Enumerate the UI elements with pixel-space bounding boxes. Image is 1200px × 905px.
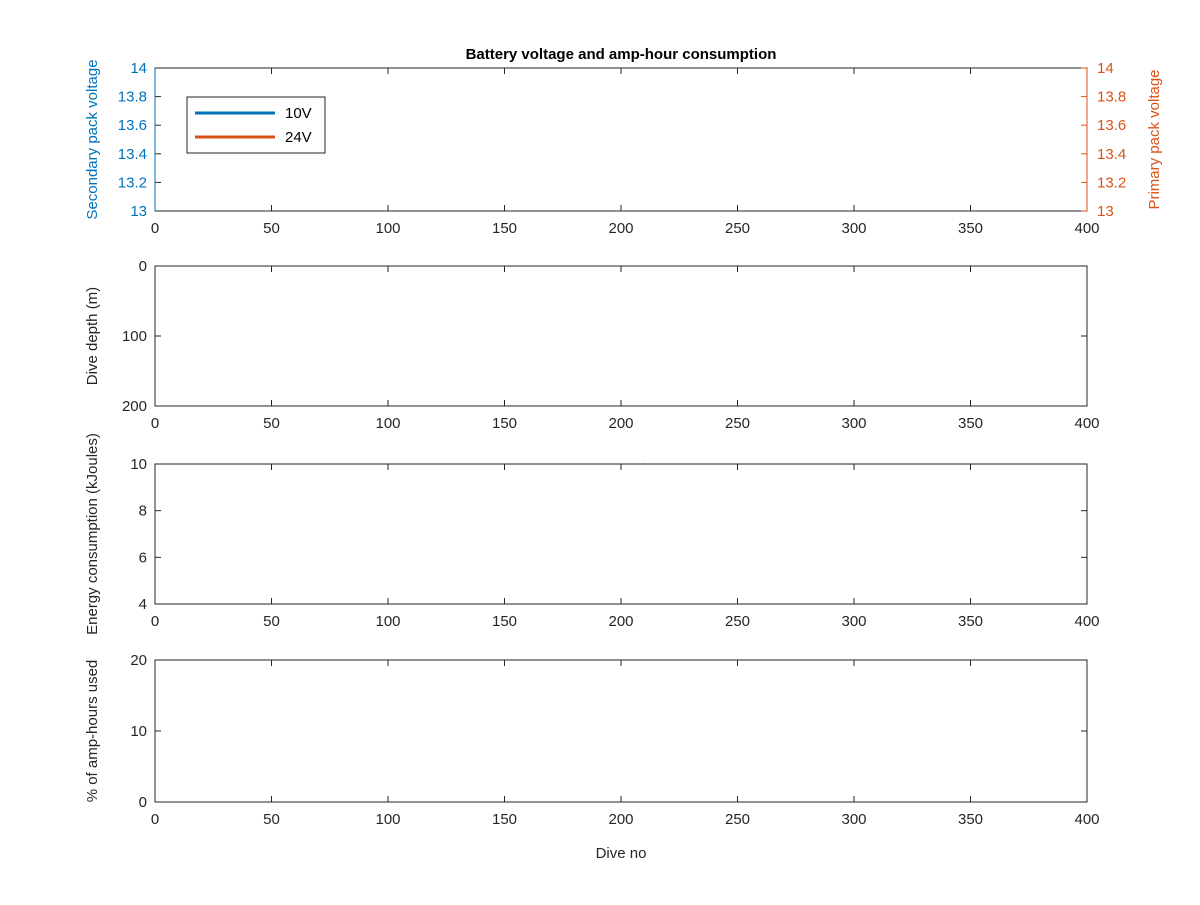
- y-tick-label: 13.8: [118, 89, 147, 106]
- y-tick-label: 13: [130, 203, 147, 220]
- y-tick-label: 6: [139, 549, 147, 566]
- x-tick-label: 250: [725, 415, 750, 432]
- x-tick-label: 300: [841, 220, 866, 237]
- chart-title: Battery voltage and amp-hour consumption: [466, 46, 777, 63]
- x-tick-label: 0: [151, 613, 159, 630]
- x-tick-label: 100: [375, 415, 400, 432]
- y-right-tick-label: 13.4: [1097, 146, 1126, 163]
- x-tick-label: 250: [725, 811, 750, 828]
- x-tick-label: 200: [608, 415, 633, 432]
- x-tick-label: 150: [492, 811, 517, 828]
- x-tick-label: 150: [492, 415, 517, 432]
- x-tick-label: 150: [492, 220, 517, 237]
- x-tick-label: 100: [375, 811, 400, 828]
- x-tick-label: 100: [375, 220, 400, 237]
- y-axis-label: % of amp-hours used: [84, 660, 101, 803]
- x-tick-label: 0: [151, 811, 159, 828]
- y-tick-label: 13.6: [118, 117, 147, 134]
- y-tick-label: 14: [130, 60, 147, 77]
- panel-battery-voltage: 0 50 100 150 200 250 300 350 4001313.213.413.613…: [84, 46, 1163, 237]
- y-tick-label: 13.2: [118, 174, 147, 191]
- y-tick-label: 8: [139, 503, 147, 520]
- x-tick-label: 200: [608, 613, 633, 630]
- x-tick-label: 400: [1074, 613, 1099, 630]
- x-tick-label: 350: [958, 220, 983, 237]
- axes-box: [154, 659, 1088, 803]
- y-right-tick-label: 13.8: [1097, 89, 1126, 106]
- y-tick-label: 13.4: [118, 146, 147, 163]
- x-tick-label: 400: [1074, 811, 1099, 828]
- x-tick-label: 350: [958, 811, 983, 828]
- y-axis-left: 0 10 20: [130, 652, 1087, 811]
- x-tick-label: 350: [958, 415, 983, 432]
- legend-label-24v: 24V: [285, 129, 312, 146]
- y-axis-left: 0 100 200: [122, 258, 1087, 415]
- x-tick-label: 350: [958, 613, 983, 630]
- y-axis-right: 13 13.2 13.4 13.6 13.8 14: [154, 60, 1126, 220]
- x-tick-label: 50: [263, 613, 280, 630]
- x-tick-label: 150: [492, 613, 517, 630]
- x-tick-label: 50: [263, 811, 280, 828]
- x-tick-label: 300: [841, 613, 866, 630]
- y-axis-label: Secondary pack voltage: [84, 59, 101, 219]
- x-tick-label: 0: [151, 415, 159, 432]
- y-axis-label: Dive depth (m): [84, 287, 101, 385]
- y-axis-left: 4 6 8 10: [130, 456, 1087, 613]
- x-tick-label: 300: [841, 415, 866, 432]
- x-tick-label: 400: [1074, 415, 1099, 432]
- x-tick-label: 0: [151, 220, 159, 237]
- x-tick-label: 300: [841, 811, 866, 828]
- y-axis-left: 13 13.2 13.4 13.6 13.8 14: [118, 60, 161, 220]
- x-tick-label: 50: [263, 415, 280, 432]
- x-axis: 0 50 100 150 200 250 300 350 400: [151, 266, 1100, 432]
- x-tick-label: 50: [263, 220, 280, 237]
- y-tick-label: 100: [122, 328, 147, 345]
- panel-amp-hours: 0 50 100 150 200 250 300 350 400 0 10 20 % of amp-ho…: [84, 652, 1100, 862]
- panel-energy-consumption: 0 50 100 150 200 250 300 350 400 4 6 8 10 Energy cons…: [84, 433, 1100, 635]
- y-tick-label: 200: [122, 398, 147, 415]
- y-axis-right-label: Primary pack voltage: [1146, 69, 1163, 209]
- y-tick-label: 0: [139, 794, 147, 811]
- y-tick-label: 0: [139, 258, 147, 275]
- legend-box: [186, 96, 326, 154]
- x-tick-label: 100: [375, 613, 400, 630]
- y-right-tick-label: 13.2: [1097, 174, 1126, 191]
- x-tick-label: 400: [1074, 220, 1099, 237]
- x-axis-label: Dive no: [596, 845, 647, 862]
- y-tick-label: 10: [130, 723, 147, 740]
- x-axis: 0 50 100 150 200 250 300 350 400: [151, 68, 1100, 237]
- axes-box: [154, 265, 1088, 407]
- legend-label-10v: 10V: [285, 105, 312, 122]
- y-tick-label: 20: [130, 652, 147, 669]
- x-tick-label: 250: [725, 220, 750, 237]
- x-axis: 0 50 100 150 200 250 300 350 400: [151, 464, 1100, 630]
- y-right-tick-label: 13: [1097, 203, 1114, 220]
- x-tick-label: 250: [725, 613, 750, 630]
- y-tick-label: 10: [130, 456, 147, 473]
- x-tick-label: 200: [608, 811, 633, 828]
- panel-dive-depth: 0 50 100 150 200 250 300 350 400 0 100 200 Dive dept…: [84, 258, 1100, 432]
- x-axis: 0 50 100 150 200 250 300 350 400: [151, 660, 1100, 828]
- y-right-tick-label: 13.6: [1097, 117, 1126, 134]
- y-tick-label: 4: [139, 596, 147, 613]
- y-axis-label: Energy consumption (kJoules): [84, 433, 101, 635]
- x-tick-label: 200: [608, 220, 633, 237]
- axes-box: [154, 463, 1088, 605]
- y-right-tick-label: 14: [1097, 60, 1114, 77]
